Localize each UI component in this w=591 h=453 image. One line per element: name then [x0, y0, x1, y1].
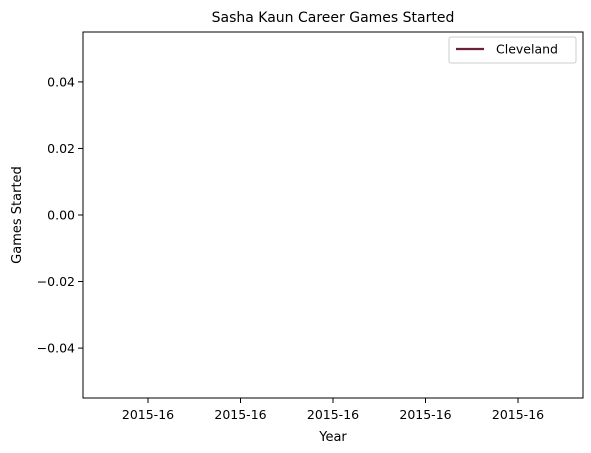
y-tick-label: 0.02 — [47, 141, 75, 156]
x-tick-label: 2015-16 — [307, 407, 359, 422]
x-tick-label: 2015-16 — [214, 407, 266, 422]
x-axis: 2015-16 2015-16 2015-16 2015-16 2015-16 — [122, 398, 544, 422]
y-tick-label: 0.04 — [47, 74, 75, 89]
x-tick-label: 2015-16 — [399, 407, 451, 422]
y-tick-label: 0.00 — [47, 208, 75, 223]
legend-box — [448, 36, 577, 64]
x-tick-label: 2015-16 — [122, 407, 174, 422]
y-axis-label: Games Started — [10, 166, 25, 264]
chart-title: Sasha Kaun Career Games Started — [212, 10, 455, 26]
axes-frame — [82, 31, 584, 399]
x-tick-label: 2015-16 — [492, 407, 544, 422]
x-axis-label: Year — [318, 430, 347, 445]
y-tick-label: −0.04 — [37, 341, 75, 356]
y-tick-label: −0.02 — [37, 274, 75, 289]
y-axis: 0.04 0.02 0.00 −0.02 −0.04 — [37, 74, 83, 356]
legend: Cleveland — [448, 36, 577, 64]
legend-label-cleveland: Cleveland — [496, 42, 558, 57]
plot-area — [82, 31, 584, 399]
